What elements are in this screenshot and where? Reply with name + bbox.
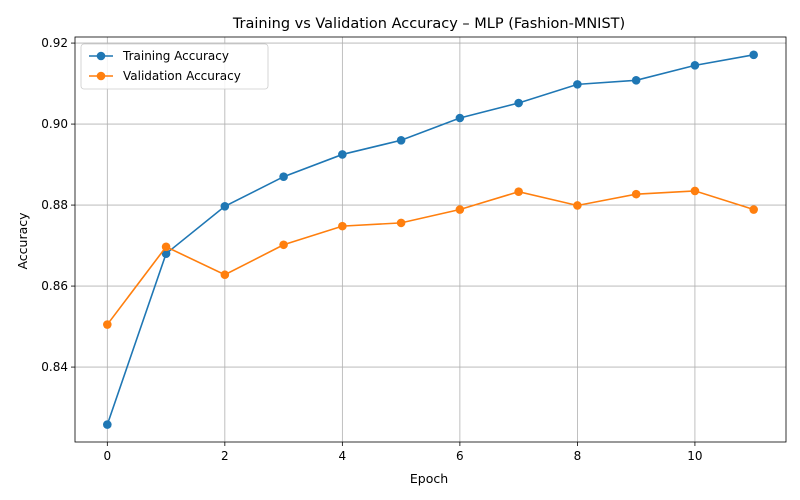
data-point bbox=[690, 186, 700, 196]
data-point bbox=[573, 80, 582, 89]
data-point bbox=[749, 50, 758, 60]
data-point bbox=[279, 240, 288, 250]
data-point bbox=[161, 249, 171, 258]
data-point bbox=[455, 113, 465, 123]
data-point bbox=[631, 76, 641, 85]
legend: Training Accuracy Validation Accuracy bbox=[80, 43, 269, 90]
data-point bbox=[514, 187, 523, 197]
axis-ticks: 0 2 4 6 8 10 0.84 0.86 0.88 0.90 0.92 bbox=[41, 36, 702, 463]
data-point bbox=[220, 270, 230, 280]
y-tick-label: 0.88 bbox=[41, 198, 68, 212]
data-point bbox=[573, 201, 582, 210]
series-line bbox=[106, 190, 754, 326]
data-point bbox=[396, 218, 406, 228]
legend-label: Training Accuracy bbox=[122, 49, 229, 63]
data-point bbox=[690, 61, 700, 70]
legend-item: Validation Accuracy bbox=[89, 69, 241, 83]
x-tick-label: 0 bbox=[103, 449, 111, 463]
legend-item: Training Accuracy bbox=[89, 49, 229, 63]
data-point bbox=[514, 98, 523, 108]
data-point bbox=[631, 189, 641, 199]
chart-title: Training vs Validation Accuracy – MLP (F… bbox=[232, 16, 625, 32]
data-point bbox=[749, 205, 758, 214]
x-tick-label: 4 bbox=[339, 449, 347, 463]
legend-label: Validation Accuracy bbox=[123, 69, 241, 83]
data-point bbox=[396, 135, 406, 145]
x-tick-label: 8 bbox=[574, 449, 582, 463]
x-tick-label: 10 bbox=[687, 449, 702, 463]
series-training bbox=[103, 50, 758, 429]
y-tick-label: 0.86 bbox=[41, 279, 68, 293]
y-tick-label: 0.92 bbox=[41, 36, 68, 50]
data-point bbox=[455, 205, 465, 214]
series-validation bbox=[103, 186, 758, 329]
x-tick-label: 6 bbox=[456, 449, 464, 463]
plot-frame bbox=[74, 36, 787, 443]
y-axis-label: Accuracy bbox=[15, 212, 30, 270]
legend-marker bbox=[96, 51, 106, 61]
data-point bbox=[103, 420, 112, 429]
x-axis-label: Epoch bbox=[410, 471, 448, 486]
series-group bbox=[103, 50, 758, 429]
data-point bbox=[338, 150, 347, 159]
data-point bbox=[279, 172, 288, 182]
y-tick-label: 0.84 bbox=[41, 360, 68, 374]
legend-marker bbox=[96, 71, 106, 81]
legend-box bbox=[80, 43, 269, 90]
series-line bbox=[106, 54, 754, 425]
data-point bbox=[103, 320, 112, 329]
y-tick-label: 0.90 bbox=[41, 117, 68, 131]
grid bbox=[75, 37, 786, 442]
x-tick-label: 2 bbox=[221, 449, 229, 463]
data-point bbox=[161, 242, 171, 252]
data-point bbox=[338, 221, 347, 231]
data-point bbox=[220, 201, 230, 211]
